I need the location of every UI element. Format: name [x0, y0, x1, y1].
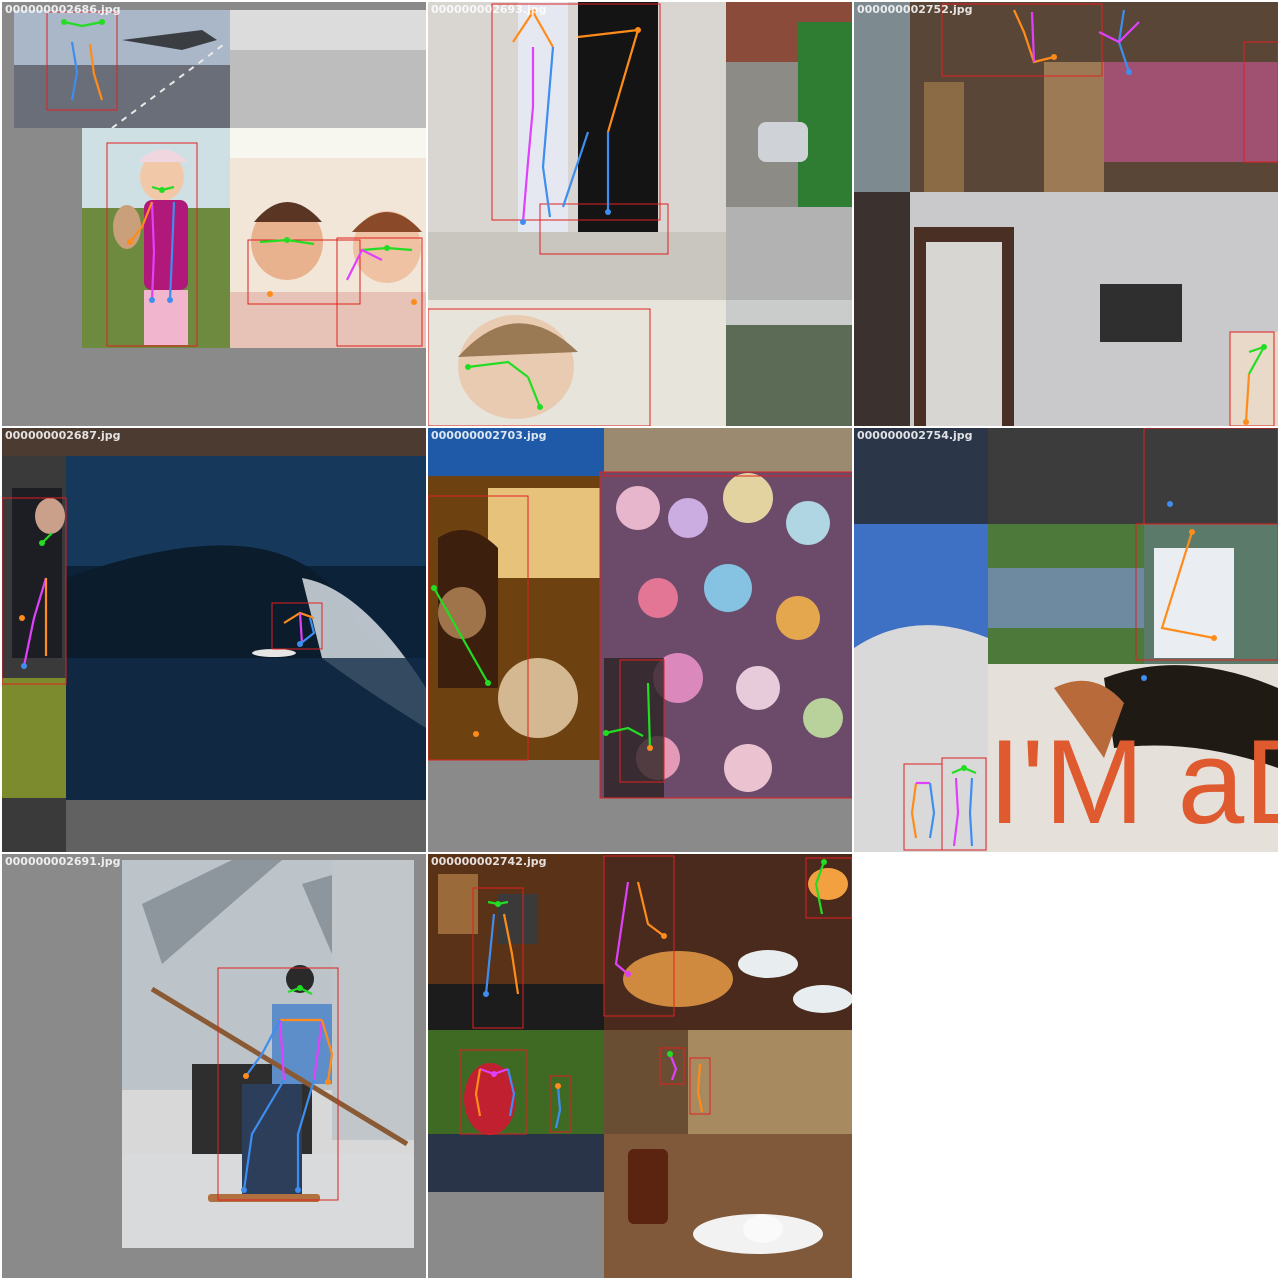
image-filename-label: 000000002703.jpg [431, 429, 547, 442]
empty-grid-cell [854, 854, 1278, 1278]
image-filename-label: 000000002691.jpg [5, 855, 121, 868]
image-filename-label: 000000002686.jpg [5, 3, 121, 16]
tile-8-scene [428, 854, 852, 1278]
tile-4-scene [2, 428, 426, 852]
image-filename-label: 000000002752.jpg [857, 3, 973, 16]
mosaic-tile-5: 000000002703.jpg [428, 428, 852, 852]
tile-2-scene [428, 2, 852, 426]
mosaic-tile-4: 000000002687.jpg [2, 428, 426, 852]
fabric-strip [604, 428, 852, 472]
water-photo [854, 2, 910, 192]
sign-lettering: I'M aD [988, 715, 1278, 849]
image-filename-label: 000000002754.jpg [857, 429, 973, 442]
image-filename-label: 000000002693.jpg [431, 3, 547, 16]
image-filename-label: 000000002742.jpg [431, 855, 547, 868]
machinery-photo [988, 428, 1278, 524]
mosaic-tile-2: 000000002693.jpg [428, 2, 852, 426]
tile-1-scene [2, 2, 426, 426]
tile-7-scene [2, 854, 426, 1278]
tile-3-scene [854, 2, 1278, 426]
tile-5-scene [428, 428, 852, 852]
tile-6-scene: I'M aD [854, 428, 1278, 852]
mosaic-tile-8: 000000002742.jpg [428, 854, 852, 1278]
image-filename-label: 000000002687.jpg [5, 429, 121, 442]
mosaic-tile-1: 000000002686.jpg [2, 2, 426, 426]
mosaic-tile-6: I'M aD 000000002754.jpg [854, 428, 1278, 852]
mosaic-tile-7: 000000002691.jpg [2, 854, 426, 1278]
mosaic-tile-3: 000000002752.jpg [854, 2, 1278, 426]
car-photo [854, 428, 988, 524]
